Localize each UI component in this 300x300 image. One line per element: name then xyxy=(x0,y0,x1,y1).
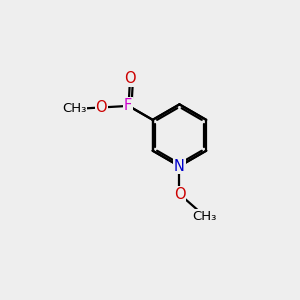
Text: CH₃: CH₃ xyxy=(193,210,217,223)
Text: O: O xyxy=(96,100,107,115)
Text: N: N xyxy=(174,159,185,174)
Text: CH₃: CH₃ xyxy=(62,103,86,116)
Text: O: O xyxy=(124,71,136,86)
Text: F: F xyxy=(124,98,132,113)
Text: O: O xyxy=(174,187,185,202)
